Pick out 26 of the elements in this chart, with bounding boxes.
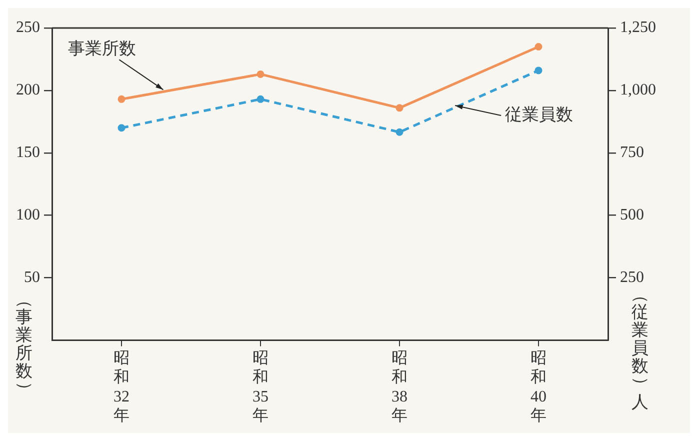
x-tick-label: 昭和40年: [530, 350, 546, 425]
y-tick-label: 200: [16, 82, 40, 99]
point: [118, 124, 126, 132]
y2-tick-label: 750: [620, 144, 644, 162]
point: [396, 128, 404, 136]
y2-tick-label: 1,250: [620, 19, 656, 36]
point: [396, 104, 404, 112]
y2-tick-label: 250: [620, 268, 644, 286]
y-tick-label: 100: [16, 206, 40, 224]
y2-tick-label: 1,000: [620, 82, 656, 99]
x-tick-label: 昭和35年: [252, 350, 268, 425]
x-tick-label: 昭和32年: [114, 350, 130, 425]
point: [118, 95, 126, 103]
point: [256, 95, 264, 103]
y-tick-label: 50: [24, 268, 40, 286]
point: [256, 70, 264, 78]
point: [534, 66, 542, 74]
x-tick-label: 昭和38年: [392, 350, 408, 425]
point: [534, 42, 542, 50]
y2-tick-label: 500: [620, 206, 644, 224]
y-tick-label: 250: [16, 19, 40, 36]
y-axis-title: （事業所数）: [16, 292, 35, 399]
y2-axis-title: （従業員数）人: [632, 286, 651, 412]
y-tick-label: 150: [16, 144, 40, 162]
series-label: 従業員数: [505, 104, 574, 124]
text: 事業所数: [68, 39, 136, 58]
